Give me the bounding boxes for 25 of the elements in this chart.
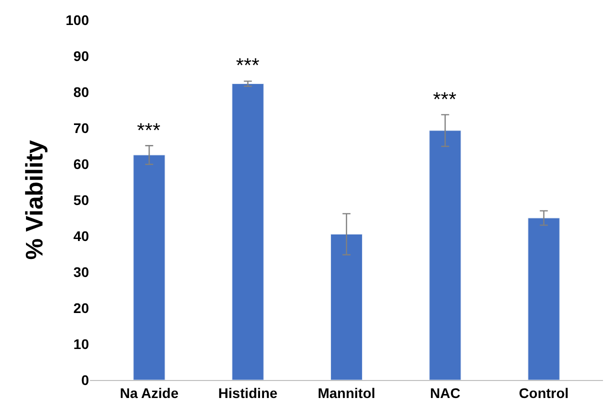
y-tick-label: 30: [73, 264, 90, 280]
y-tick-label: 50: [73, 192, 90, 208]
y-tick-label: 10: [73, 336, 90, 352]
bar: [528, 218, 560, 380]
y-tick-label: 0: [81, 372, 90, 388]
annotation: ***: [236, 55, 260, 77]
y-tick-label: 80: [73, 84, 90, 100]
y-tick-label: 60: [73, 156, 90, 172]
annotation: ***: [433, 89, 457, 111]
x-tick-label: Histidine: [218, 384, 278, 401]
x-tick-label: Control: [518, 384, 569, 401]
x-tick-label: NAC: [430, 384, 460, 401]
y-tick-label: 20: [73, 300, 90, 316]
y-tick-label: 40: [73, 228, 90, 244]
y-tick-label: 70: [73, 120, 90, 136]
bar: [330, 234, 363, 380]
x-tick-label: Na Azide: [120, 384, 179, 401]
annotation: ***: [137, 120, 161, 142]
y-tick-label: 100: [66, 12, 90, 28]
bar: [232, 83, 264, 380]
x-tick-label: Mannitol: [318, 384, 376, 401]
y-tick-label: 90: [73, 48, 90, 64]
y-axis-title: % Viability: [22, 140, 49, 260]
bar: [429, 130, 462, 380]
bar: [133, 154, 166, 380]
